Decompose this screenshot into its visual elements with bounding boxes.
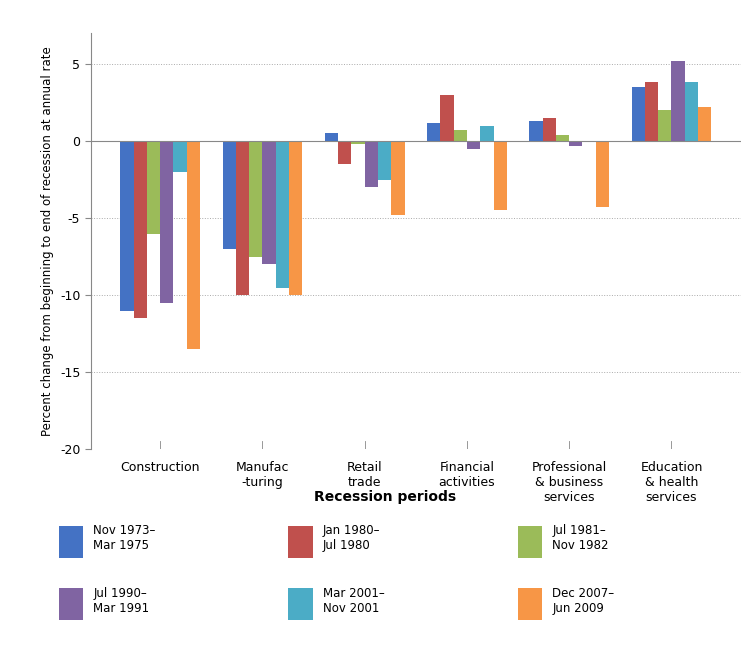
FancyBboxPatch shape: [59, 588, 83, 621]
Bar: [631, 87, 645, 141]
Bar: [378, 141, 392, 180]
Bar: [120, 141, 134, 311]
Bar: [134, 141, 147, 319]
Text: Jul 1981–
Nov 1982: Jul 1981– Nov 1982: [553, 524, 609, 553]
FancyBboxPatch shape: [518, 588, 542, 621]
FancyBboxPatch shape: [288, 588, 312, 621]
Bar: [289, 141, 302, 295]
Bar: [467, 141, 480, 149]
Bar: [494, 141, 507, 210]
Bar: [698, 107, 711, 141]
Bar: [556, 135, 569, 141]
Bar: [249, 141, 262, 256]
Bar: [338, 141, 352, 164]
Text: Jul 1990–
Mar 1991: Jul 1990– Mar 1991: [94, 587, 150, 615]
Text: Dec 2007–
Jun 2009: Dec 2007– Jun 2009: [553, 587, 615, 615]
Bar: [392, 141, 404, 215]
Text: Mar 2001–
Nov 2001: Mar 2001– Nov 2001: [323, 587, 385, 615]
FancyBboxPatch shape: [288, 526, 312, 558]
Y-axis label: Percent change from beginning to end of recession at annual rate: Percent change from beginning to end of …: [42, 46, 54, 436]
Bar: [352, 141, 364, 144]
Bar: [569, 141, 582, 145]
Bar: [440, 95, 454, 141]
Bar: [529, 121, 543, 141]
Bar: [364, 141, 378, 187]
Bar: [645, 83, 658, 141]
Text: Nov 1973–
Mar 1975: Nov 1973– Mar 1975: [94, 524, 156, 553]
Bar: [160, 141, 173, 303]
Bar: [262, 141, 276, 264]
Bar: [685, 83, 698, 141]
Bar: [222, 141, 236, 249]
FancyBboxPatch shape: [518, 526, 542, 558]
Text: Recession periods: Recession periods: [314, 490, 457, 504]
Bar: [596, 141, 609, 208]
FancyBboxPatch shape: [59, 526, 83, 558]
Bar: [276, 141, 289, 288]
Bar: [236, 141, 249, 295]
Bar: [427, 122, 440, 141]
Bar: [454, 130, 467, 141]
Bar: [325, 134, 338, 141]
Bar: [658, 110, 671, 141]
Bar: [147, 141, 160, 233]
Bar: [480, 126, 494, 141]
Bar: [671, 61, 685, 141]
Bar: [187, 141, 200, 349]
Bar: [173, 141, 187, 172]
Text: Jan 1980–
Jul 1980: Jan 1980– Jul 1980: [323, 524, 380, 553]
Bar: [543, 118, 556, 141]
